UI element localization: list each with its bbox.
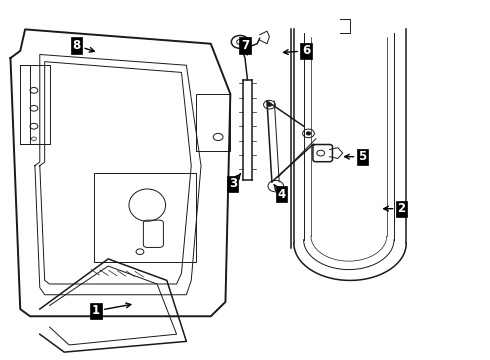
- Text: 1: 1: [92, 303, 131, 318]
- Text: 5: 5: [344, 150, 367, 163]
- Text: 8: 8: [73, 39, 94, 52]
- Circle shape: [307, 132, 311, 135]
- Text: 6: 6: [284, 44, 310, 57]
- Text: 7: 7: [241, 39, 249, 55]
- Text: 4: 4: [274, 184, 286, 201]
- Text: 2: 2: [384, 202, 405, 215]
- Text: 3: 3: [229, 174, 241, 190]
- Circle shape: [268, 103, 271, 106]
